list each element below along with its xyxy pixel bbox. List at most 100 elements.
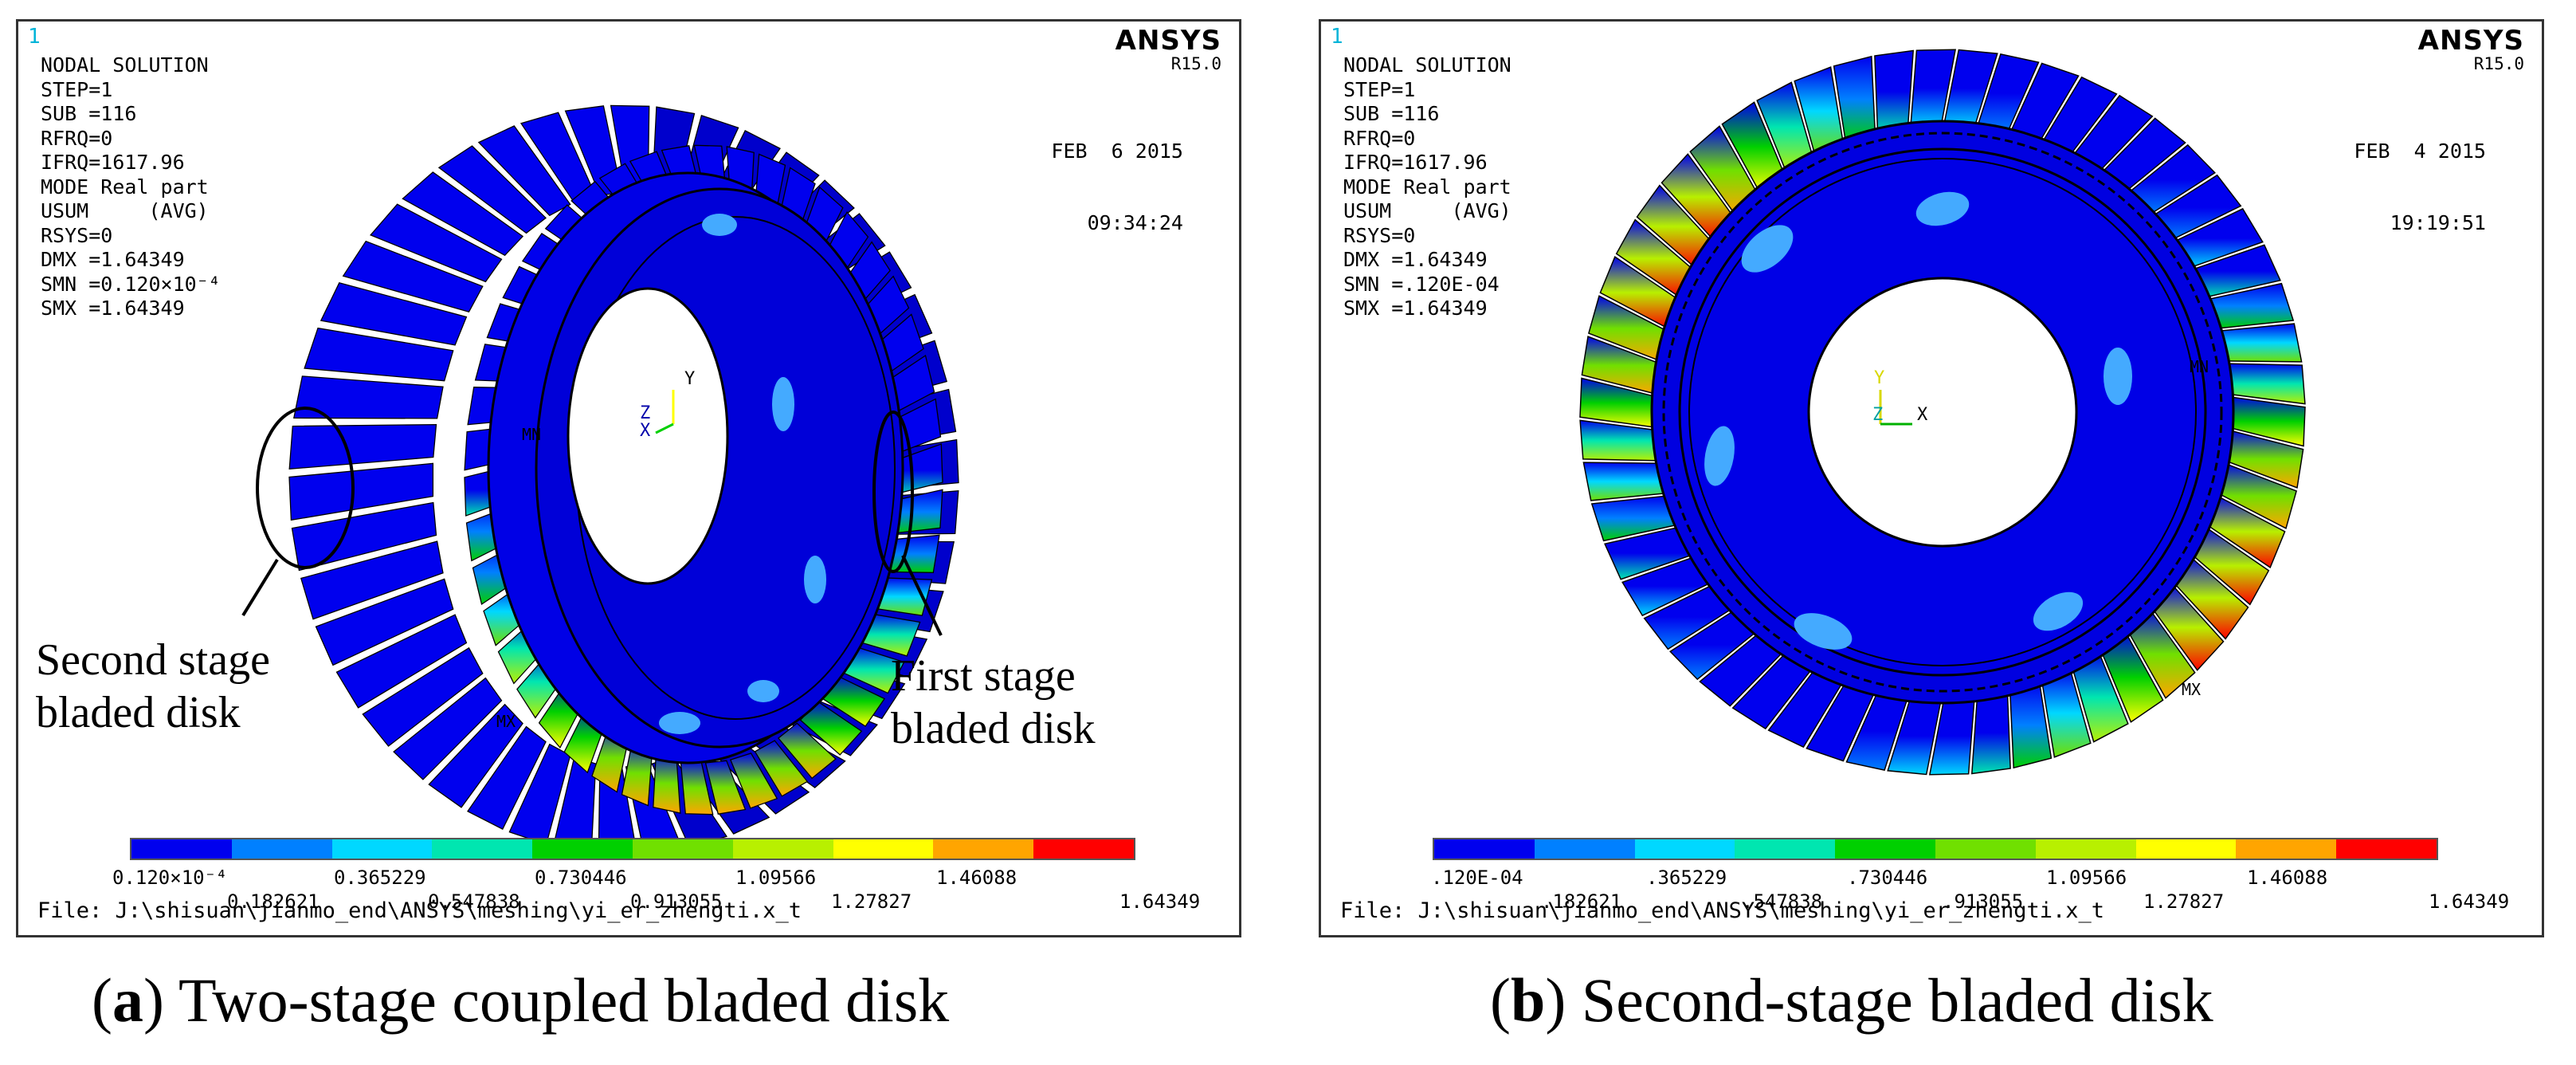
blade bbox=[729, 753, 778, 809]
blade bbox=[402, 171, 524, 257]
coupled-bladed-disk-model: Y X Z MX MN bbox=[241, 104, 959, 855]
legend-label: .730446 bbox=[1847, 867, 1928, 889]
caption-a: (a) Two-stage coupled bladed disk bbox=[92, 965, 950, 1035]
highlight-circle-left bbox=[256, 407, 355, 569]
legend-swatch bbox=[1634, 839, 1735, 859]
second-stage-blades bbox=[1579, 49, 2306, 776]
date: FEB 4 2015 bbox=[2354, 140, 2486, 163]
legend-swatch bbox=[1935, 839, 2036, 859]
solution-info: NODAL SOLUTION STEP=1 SUB =116 RFRQ=0 IF… bbox=[41, 53, 221, 321]
legend-label: 1.46088 bbox=[2247, 867, 2328, 889]
legend-swatch bbox=[732, 839, 833, 859]
blade bbox=[437, 145, 547, 234]
info-line: SMN =.120E-04 bbox=[1343, 272, 1500, 296]
legend-swatch bbox=[2236, 839, 2337, 859]
disk-groove bbox=[1688, 158, 2197, 666]
axis-y-label: Y bbox=[684, 369, 695, 389]
info-line: DMX =1.64349 bbox=[1343, 248, 1488, 271]
file-path: File: J:\shisuan\jianmo_end\ANSYS\meshin… bbox=[37, 898, 802, 923]
legend-swatch bbox=[2336, 839, 2437, 859]
legend-swatch bbox=[131, 839, 232, 859]
blade bbox=[300, 540, 444, 620]
info-line: SMN =0.120×10⁻⁴ bbox=[41, 272, 221, 296]
legend-label: 1.46088 bbox=[936, 867, 1017, 889]
blade bbox=[704, 760, 747, 815]
blade bbox=[315, 578, 454, 666]
legend-label: 0.913055 bbox=[630, 890, 723, 913]
info-line: STEP=1 bbox=[1343, 77, 1416, 101]
blade bbox=[2217, 323, 2303, 363]
legend-swatch bbox=[1534, 839, 1635, 859]
panel-a-ansys-window: 1 ANSYS R15.0 FEB 6 2015 09:34:24 NODAL … bbox=[16, 19, 1241, 937]
disk-bore bbox=[1807, 277, 2078, 548]
disk-bore bbox=[567, 287, 729, 585]
info-line: IFRQ=1617.96 bbox=[1343, 151, 1488, 174]
axis-y-label: Y bbox=[1874, 368, 1884, 388]
legend-label: 0.182621 bbox=[227, 890, 320, 913]
info-line: NODAL SOLUTION bbox=[1343, 53, 1511, 77]
blade bbox=[320, 282, 468, 346]
legend-swatch bbox=[632, 839, 733, 859]
blade bbox=[291, 501, 437, 572]
mx-marker: MX bbox=[2182, 680, 2201, 699]
info-line: STEP=1 bbox=[41, 77, 113, 101]
panel-b-ansys-window: 1 ANSYS R15.0 FEB 4 2015 19:19:51 NODAL … bbox=[1319, 19, 2544, 937]
solution-info: NODAL SOLUTION STEP=1 SUB =116 RFRQ=0 IF… bbox=[1343, 53, 1511, 321]
info-line: USUM (AVG) bbox=[41, 199, 209, 222]
legend-label: .120E-04 bbox=[1431, 867, 1523, 889]
blade bbox=[288, 423, 437, 470]
info-line: USUM (AVG) bbox=[1343, 199, 1511, 222]
blade bbox=[293, 375, 444, 419]
legend-swatch bbox=[933, 839, 1034, 859]
caption-b: (b) Second-stage bladed disk bbox=[1490, 965, 2213, 1035]
info-line: RSYS=0 bbox=[1343, 223, 1416, 247]
legend-swatch bbox=[2135, 839, 2237, 859]
info-line: RFRQ=0 bbox=[41, 126, 113, 150]
blade bbox=[304, 327, 454, 382]
brand-name: ANSYS bbox=[1115, 25, 1221, 57]
legend-label: 0.365229 bbox=[334, 867, 426, 889]
timestamp: FEB 4 2015 19:19:51 bbox=[2354, 92, 2486, 283]
axis-x-label: X bbox=[1917, 405, 1928, 425]
window-number: 1 bbox=[1331, 25, 1343, 49]
callout-line-right bbox=[901, 555, 943, 636]
legend-swatch bbox=[1735, 839, 1836, 859]
timestamp: FEB 6 2015 09:34:24 bbox=[1051, 92, 1183, 283]
window-number: 1 bbox=[28, 25, 41, 49]
ansys-logo: ANSYS R15.0 bbox=[2418, 26, 2524, 73]
info-line: MODE Real part bbox=[1343, 175, 1511, 198]
blade bbox=[370, 203, 503, 283]
info-line: RSYS=0 bbox=[41, 223, 113, 247]
info-line: RFRQ=0 bbox=[1343, 126, 1416, 150]
disk-hole bbox=[1741, 225, 1794, 273]
ansys-logo: ANSYS R15.0 bbox=[1115, 26, 1221, 73]
disk-hole bbox=[1794, 613, 1853, 650]
legend-swatch bbox=[1434, 839, 1535, 859]
info-line: MODE Real part bbox=[41, 175, 209, 198]
disk-hole bbox=[804, 556, 826, 603]
blade bbox=[754, 740, 809, 797]
disk-hole bbox=[772, 377, 794, 431]
revision: R15.0 bbox=[2473, 54, 2524, 73]
disk-hole bbox=[747, 680, 779, 702]
info-line: SMX =1.64349 bbox=[1343, 297, 1488, 320]
legend-swatch bbox=[1033, 839, 1134, 859]
legend-label: .547838 bbox=[1742, 890, 1823, 913]
file-path: File: J:\shisuan\jianmo_end\ANSYS\meshin… bbox=[1340, 898, 2105, 923]
blade bbox=[335, 614, 468, 709]
info-line: SMX =1.64349 bbox=[41, 297, 185, 320]
callout-line-left bbox=[241, 558, 279, 617]
time: 09:34:24 bbox=[1087, 211, 1183, 234]
legend-label: 1.64349 bbox=[1119, 890, 1201, 913]
mn-marker: MN bbox=[2190, 357, 2209, 376]
brand-name: ANSYS bbox=[2417, 25, 2524, 57]
info-line: NODAL SOLUTION bbox=[41, 53, 209, 77]
highlight-circle-right bbox=[872, 411, 914, 573]
disk-hole bbox=[1915, 191, 1970, 226]
second-stage-bladed-disk-model: Y X Z MX MN bbox=[1579, 49, 2306, 776]
legend-swatch bbox=[331, 839, 433, 859]
legend-label: .182621 bbox=[1541, 890, 1622, 913]
blade bbox=[1970, 690, 2011, 775]
x-axis-icon bbox=[655, 422, 674, 434]
time: 19:19:51 bbox=[2390, 211, 2486, 234]
